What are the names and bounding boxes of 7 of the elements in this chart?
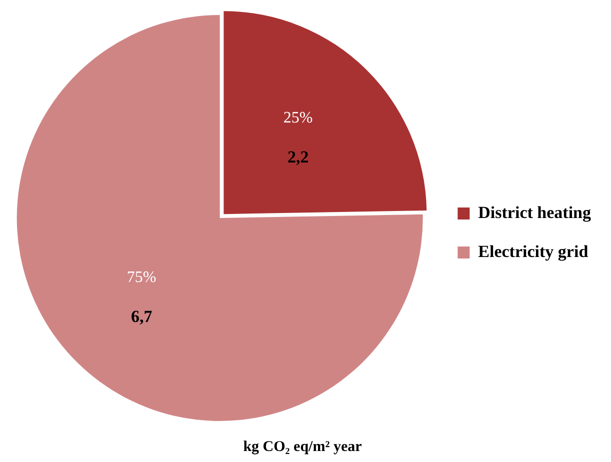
text: 25% bbox=[283, 110, 313, 127]
legend-label: District heating bbox=[478, 202, 592, 222]
data-label: 6,7 bbox=[130, 307, 153, 326]
text: kg CO₂ eq/m² year bbox=[243, 438, 362, 455]
data-label: 2,2 bbox=[287, 148, 309, 167]
text: 75% bbox=[126, 268, 156, 286]
legend-label: Electricity grid bbox=[478, 242, 589, 261]
